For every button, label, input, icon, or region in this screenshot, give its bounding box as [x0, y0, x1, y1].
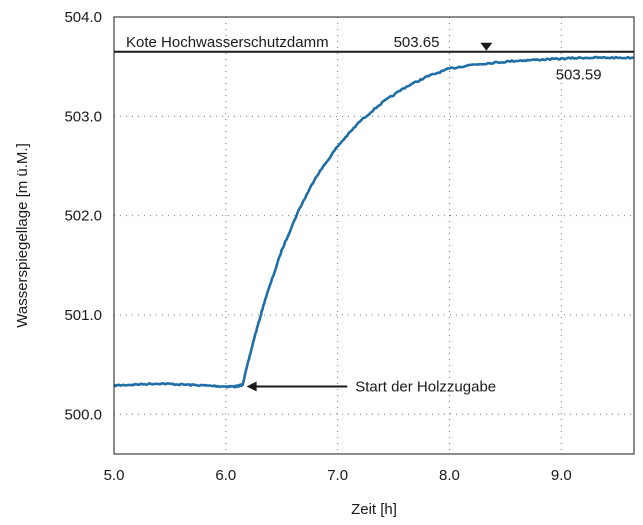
- x-tick-label: 7.0: [327, 467, 348, 484]
- y-axis-label: Wasserspiegellage [m ü.M.]: [14, 143, 31, 328]
- x-tick-label: 8.0: [439, 467, 460, 484]
- series-group: [113, 55, 634, 389]
- reference-line-value: 503.65: [394, 34, 440, 51]
- y-tick-label: 500.0: [64, 406, 102, 423]
- annotations: 503.59 Start der Holzzugabe: [246, 67, 602, 395]
- grid: [114, 17, 634, 454]
- y-tick-label: 503.0: [64, 108, 102, 125]
- y-axis-ticks: 500.0 501.0 502.0 503.0 504.0: [64, 9, 102, 423]
- x-axis-label: Zeit [h]: [351, 501, 397, 518]
- x-tick-label: 5.0: [104, 467, 125, 484]
- reference-marker-triangle: [480, 42, 493, 51]
- reference-line-label: Kote Hochwasserschutzdamm: [126, 34, 329, 51]
- y-tick-label: 502.0: [64, 208, 102, 225]
- x-tick-label: 6.0: [215, 467, 236, 484]
- y-tick-label: 501.0: [64, 307, 102, 324]
- annotation-start-label: Start der Holzzugabe: [355, 378, 496, 395]
- y-tick-label: 504.0: [64, 9, 102, 26]
- annotation-final-value: 503.59: [556, 67, 602, 84]
- series-line-0: [113, 55, 634, 389]
- reference-line-group: Kote Hochwasserschutzdamm 503.65: [114, 34, 634, 53]
- x-tick-label: 9.0: [551, 467, 572, 484]
- annotation-arrowhead: [246, 381, 257, 392]
- plot-frame: [113, 16, 635, 455]
- x-axis-ticks: 5.0 6.0 7.0 8.0 9.0: [104, 467, 572, 484]
